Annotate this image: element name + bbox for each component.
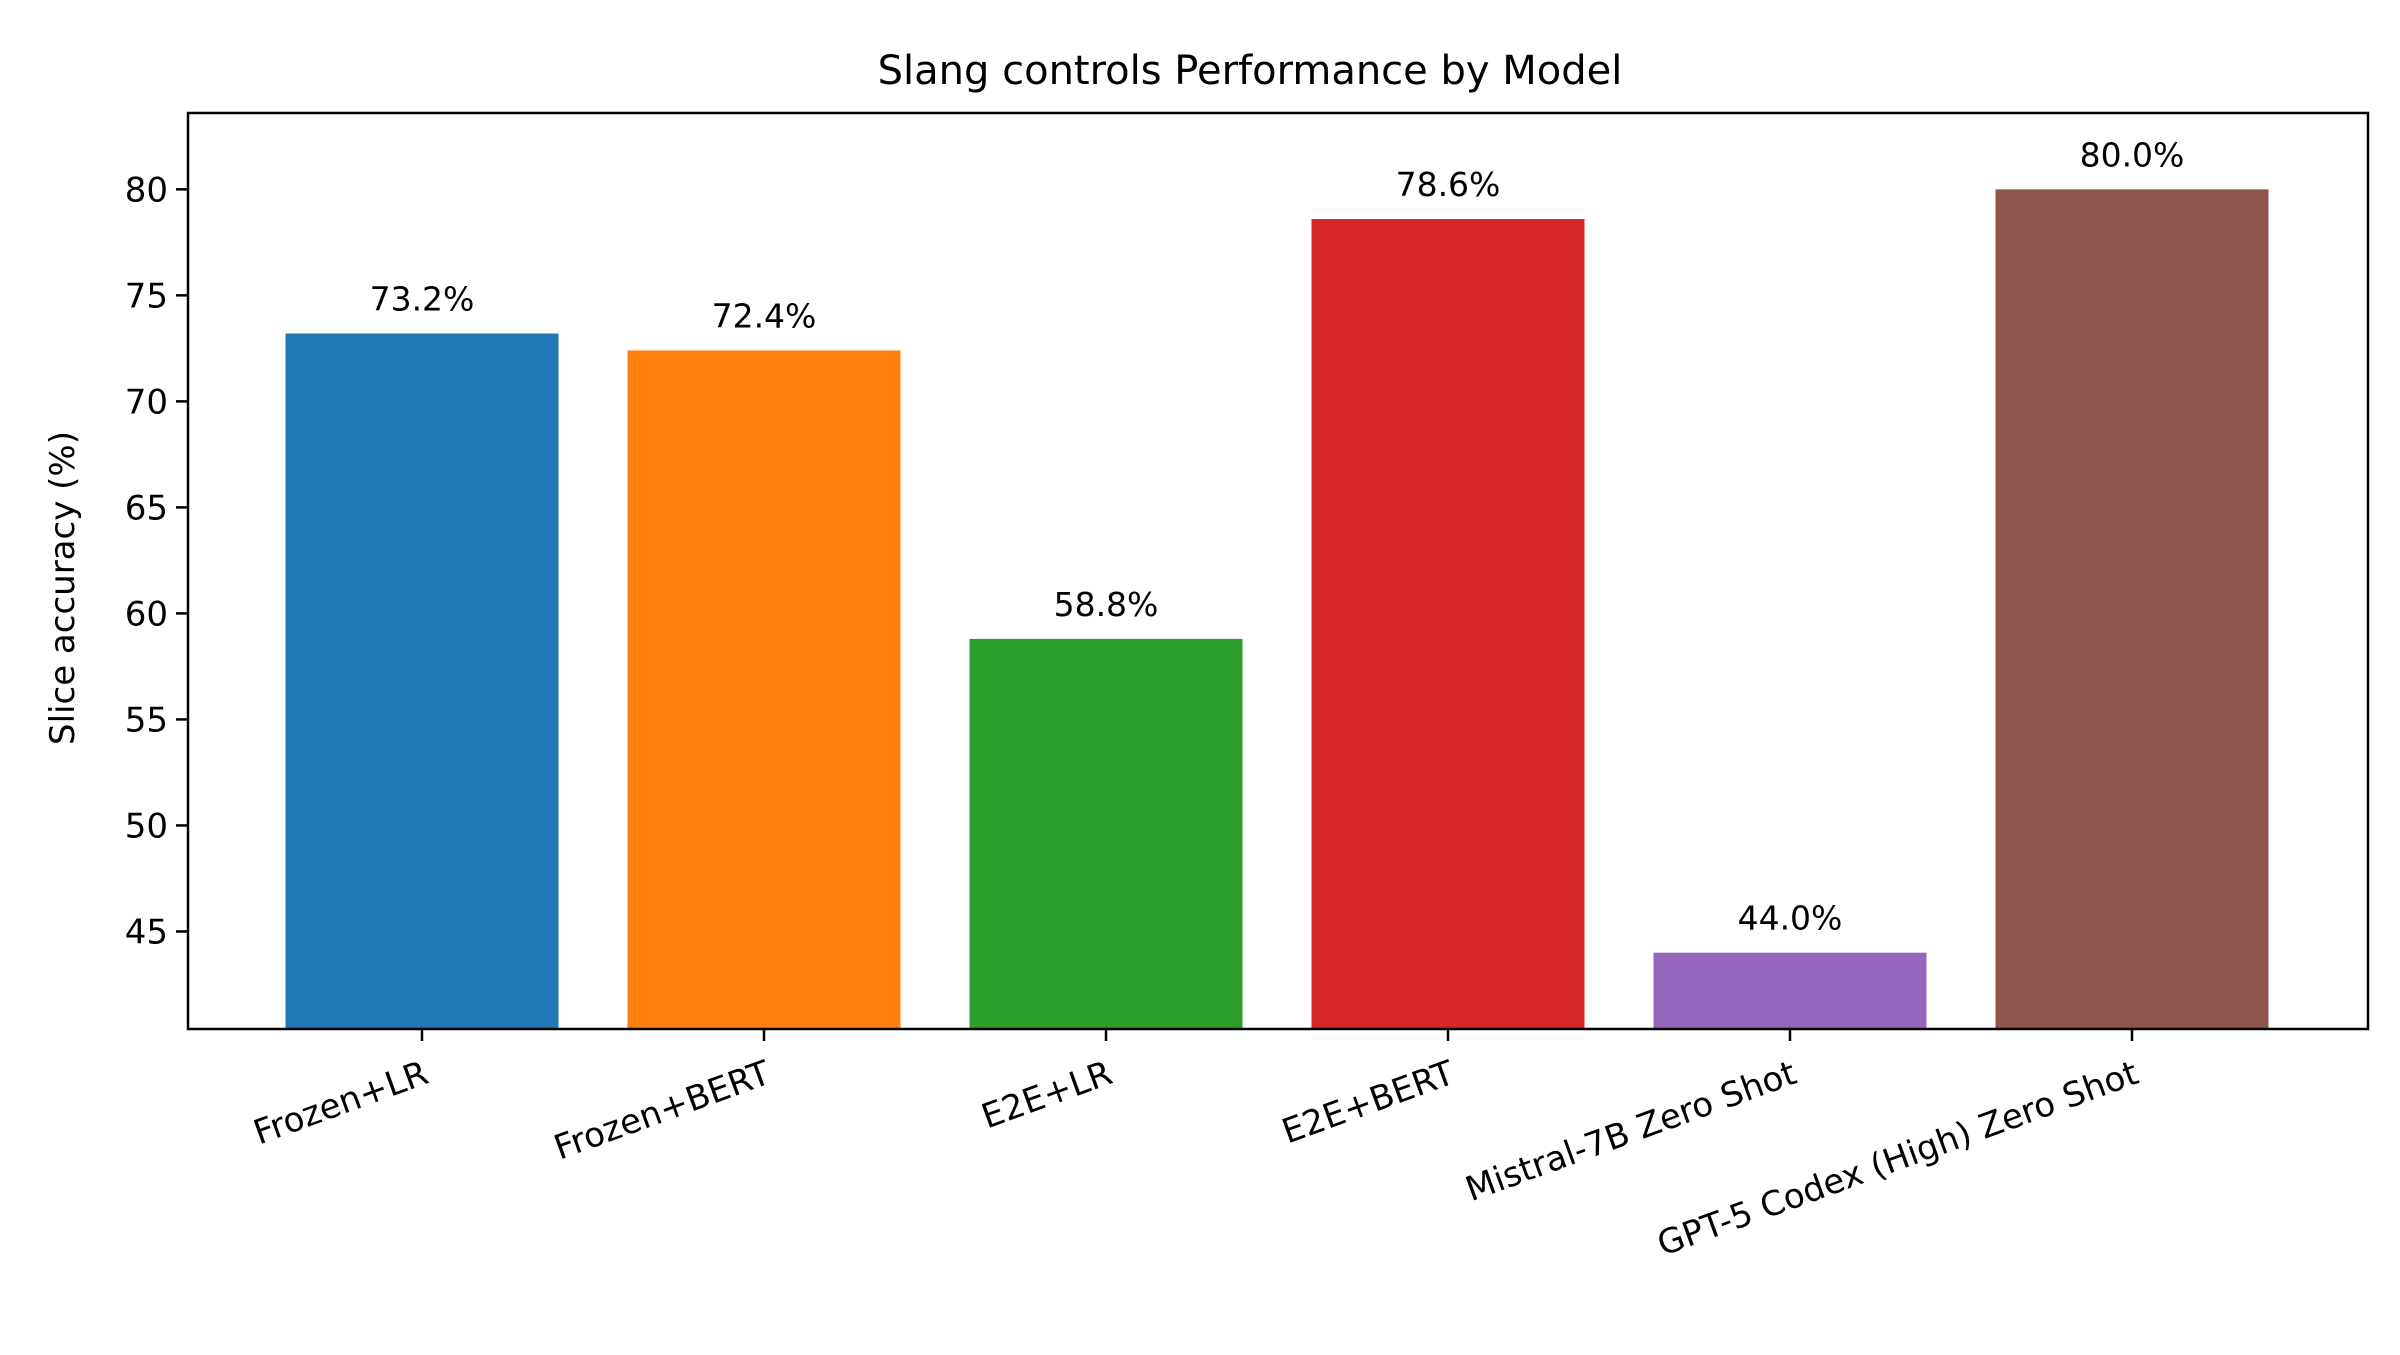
y-axis-label: Slice accuracy (%) (43, 431, 83, 745)
data-labels-layer: 73.2% 72.4% 58.8% 78.6% 44.0% 80.0% (370, 135, 2185, 937)
y-tick-label: 55 (125, 700, 168, 740)
data-label: 58.8% (1054, 585, 1159, 624)
plot-area-frame (186, 111, 2370, 1031)
data-label: 73.2% (370, 280, 475, 319)
y-tick-label: 45 (125, 912, 168, 952)
bar (1311, 219, 1585, 1029)
y-tick-label: 75 (125, 276, 168, 316)
y-tick-label: 70 (125, 382, 168, 422)
y-tick-label: 50 (125, 806, 168, 846)
x-axis-ticks: Frozen+LR Frozen+BERT E2E+LR E2E+BERT Mistra… (248, 1029, 2144, 1265)
x-tick-label: E2E+LR (976, 1053, 1117, 1137)
x-tick-label: Frozen+LR (248, 1053, 433, 1153)
bar (1653, 952, 1927, 1029)
bar (627, 350, 901, 1030)
data-label: 78.6% (1396, 165, 1501, 204)
bar (1995, 189, 2269, 1030)
y-tick-label: 80 (125, 170, 168, 210)
data-label: 44.0% (1738, 899, 1843, 938)
x-tick-label: E2E+BERT (1277, 1053, 1460, 1152)
y-tick-label: 60 (125, 594, 168, 634)
data-label: 80.0% (2080, 135, 2185, 174)
data-label: 72.4% (712, 296, 817, 335)
y-tick-label: 65 (125, 488, 168, 528)
x-tick-label: Mistral-7B Zero Shot (1460, 1053, 1801, 1210)
bar (969, 638, 1243, 1029)
chart-title: Slang controls Performance by Model (878, 48, 1623, 94)
x-tick-label: Frozen+BERT (549, 1053, 776, 1168)
bars-layer (285, 189, 2269, 1030)
y-axis-ticks: 45 50 55 60 65 70 75 80 (125, 170, 188, 952)
bar (285, 333, 559, 1029)
